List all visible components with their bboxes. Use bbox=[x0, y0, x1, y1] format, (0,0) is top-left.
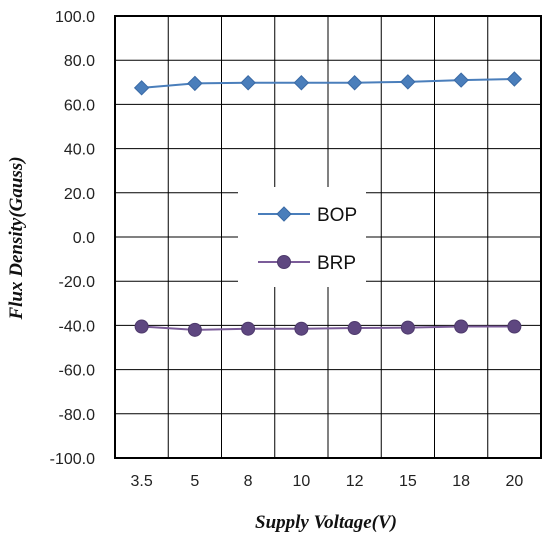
y-tick-label: 80.0 bbox=[64, 53, 95, 70]
brp-point bbox=[347, 321, 362, 336]
y-tick-label: 40.0 bbox=[64, 142, 95, 159]
y-tick-label: 20.0 bbox=[64, 186, 95, 203]
bop-point bbox=[293, 75, 310, 91]
bop-series-line bbox=[141, 77, 515, 89]
y-tick-label: 100.0 bbox=[55, 9, 95, 26]
legend: BOP BRP bbox=[238, 187, 366, 287]
y-tick-label: -100.0 bbox=[50, 451, 95, 468]
bop-point bbox=[453, 72, 469, 88]
x-tick-label: 12 bbox=[346, 473, 364, 490]
bop-point bbox=[133, 80, 150, 96]
x-tick-label: 10 bbox=[292, 473, 310, 490]
x-tick-label: 15 bbox=[399, 473, 417, 490]
bop-point bbox=[240, 75, 256, 91]
brp-point bbox=[400, 320, 415, 335]
legend-bop-marker bbox=[276, 206, 292, 222]
legend-background bbox=[238, 187, 366, 287]
y-tick-label: 60.0 bbox=[64, 97, 95, 114]
y-axis-ticks: 100.0 80.0 60.0 40.0 20.0 0.0 -20.0 -40.0 -60.0 -… bbox=[50, 9, 95, 468]
bop-point bbox=[506, 71, 523, 87]
bop-point bbox=[400, 74, 416, 90]
legend-bop-label: BOP bbox=[317, 205, 357, 226]
x-tick-label: 3.5 bbox=[131, 473, 153, 490]
y-tick-label: -80.0 bbox=[59, 407, 96, 424]
y-tick-label: 0.0 bbox=[73, 230, 95, 247]
legend-brp-label: BRP bbox=[317, 253, 356, 274]
x-axis-ticks: 3.5 5 8 10 12 15 18 20 bbox=[131, 473, 524, 490]
legend-brp-marker bbox=[277, 255, 291, 269]
brp-point bbox=[241, 321, 256, 336]
bop-point bbox=[187, 75, 203, 92]
y-tick-label: -40.0 bbox=[59, 318, 96, 335]
x-tick-label: 5 bbox=[190, 473, 199, 490]
bop-point bbox=[346, 75, 363, 91]
series-layer bbox=[133, 71, 523, 337]
y-tick-label: -20.0 bbox=[59, 274, 96, 291]
x-axis-title: Supply Voltage(V) bbox=[255, 512, 397, 533]
plot-frame bbox=[114, 15, 542, 459]
brp-series-line bbox=[141, 325, 515, 331]
y-tick-label: -60.0 bbox=[59, 363, 96, 380]
x-tick-label: 18 bbox=[452, 473, 470, 490]
brp-point bbox=[134, 319, 149, 334]
x-tick-label: 20 bbox=[505, 473, 523, 490]
y-axis-title: Flux Density(Gauss) bbox=[6, 156, 27, 320]
brp-point bbox=[454, 319, 469, 334]
brp-point bbox=[187, 322, 202, 337]
brp-point bbox=[507, 319, 522, 334]
brp-point bbox=[294, 321, 309, 336]
x-tick-label: 8 bbox=[244, 473, 253, 490]
